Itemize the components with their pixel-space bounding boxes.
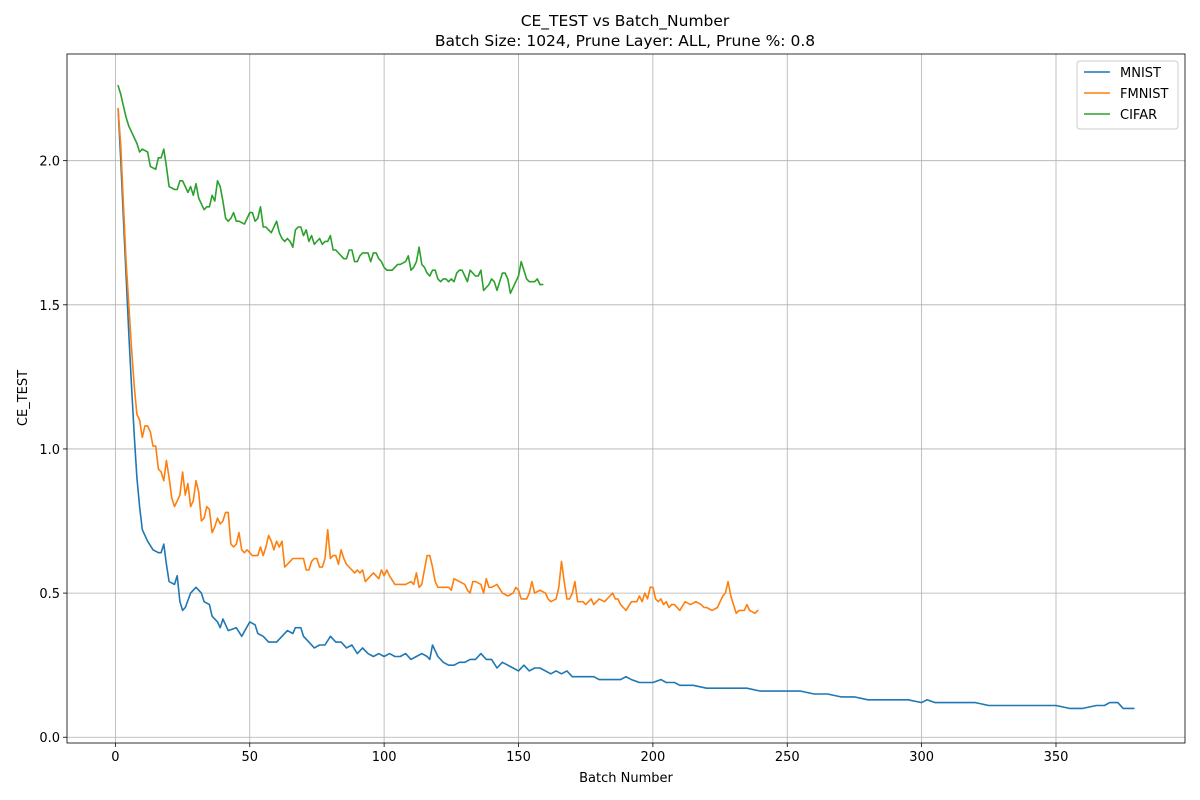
y-tick-label: 0.0: [39, 731, 60, 746]
series-line-cifar: [117, 84, 544, 295]
legend: MNIST FMNIST CIFAR: [1076, 60, 1179, 130]
axis-ticks: 0 50 100 150 200 250 300 350 0.0 0.5 1.0 1.5 2.0: [39, 155, 1068, 765]
x-tick-label: 150: [506, 750, 531, 765]
plot-frame: [66, 53, 1186, 744]
y-tick-label: 0.5: [39, 587, 60, 602]
x-tick-label: 0: [111, 750, 119, 765]
x-axis-label: Batch Number: [579, 771, 673, 786]
legend-box: [1076, 60, 1179, 130]
legend-label-cifar: CIFAR: [1120, 108, 1157, 123]
x-tick-label: 200: [640, 750, 665, 765]
x-tick-label: 350: [1044, 750, 1069, 765]
y-tick-label: 2.0: [39, 155, 60, 170]
x-tick-label: 250: [775, 750, 800, 765]
legend-label-fmnist: FMNIST: [1120, 87, 1169, 102]
y-axis-label: CE_TEST: [16, 370, 31, 426]
chart-title: CE_TEST vs Batch_Number: [521, 12, 730, 31]
x-tick-label: 50: [241, 750, 258, 765]
series-line-mnist: [117, 108, 1135, 710]
x-tick-label: 300: [909, 750, 934, 765]
chart-subtitle: Batch Size: 1024, Prune Layer: ALL, Prun…: [435, 32, 815, 50]
x-tick-label: 100: [372, 750, 397, 765]
series-line-fmnist: [117, 108, 759, 615]
series-lines: [117, 84, 1135, 710]
grid: [67, 54, 1185, 743]
y-tick-label: 1.5: [39, 299, 60, 314]
legend-label-mnist: MNIST: [1120, 66, 1161, 81]
y-tick-label: 1.0: [39, 443, 60, 458]
